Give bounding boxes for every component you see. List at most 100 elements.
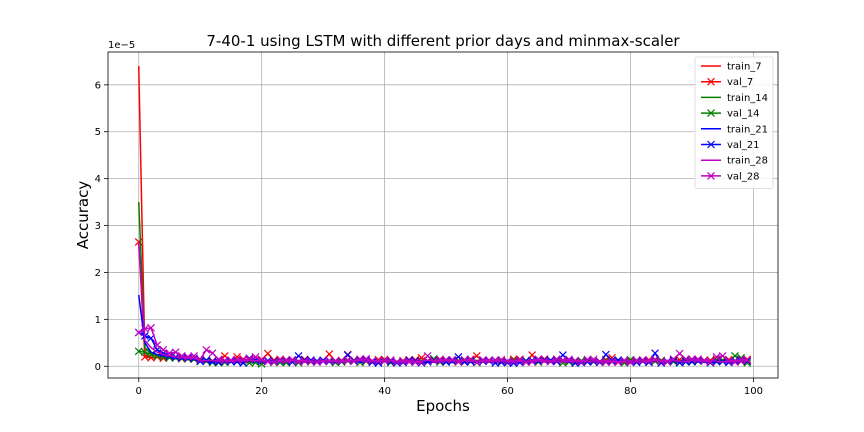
data-point-val_7 [263,349,272,358]
data-point-val_28 [718,352,727,360]
data-point-val_28 [263,357,272,366]
data-point-val_28 [300,357,309,366]
y-tick-label: 4 [95,174,101,185]
y-tick-label: 5 [95,127,101,138]
data-point-val_21 [565,356,573,365]
series-line-val_28 [138,327,748,364]
legend-swatch-marker [707,140,715,149]
legend-swatch-marker [707,77,715,86]
data-point-val_28 [724,356,733,365]
data-point-val_28 [466,355,475,364]
x-tick-label: 0 [136,386,142,397]
data-point-val_28 [233,355,242,364]
data-point-val_28 [694,355,703,364]
data-point-val_28 [448,355,457,364]
legend-label: val_7 [727,77,753,88]
data-point-val_28 [177,352,186,360]
data-point-val_28 [294,357,303,366]
y-tick-label: 1 [95,315,101,326]
data-point-val_21 [638,357,647,366]
data-point-val_7 [325,350,334,359]
data-point-val_28 [276,356,285,365]
data-point-val_21 [601,350,610,359]
data-point-val_28 [171,348,180,357]
data-point-val_28 [220,356,229,365]
data-point-val_28 [214,355,223,364]
legend-box [694,56,774,190]
y-offset-text: 1e−5 [108,40,135,51]
data-point-val_28 [601,358,610,367]
legend-label: train_14 [727,93,768,104]
data-point-val_21 [651,349,659,358]
data-point-val_28 [552,355,561,364]
data-point-val_28 [134,328,143,337]
data-point-val_28 [644,356,653,365]
data-point-val_28 [405,357,414,366]
legend-item-val_14: val_14 [701,109,760,120]
data-point-val_28 [153,341,162,350]
data-point-val_28 [522,358,530,367]
data-point-val_28 [282,355,291,364]
data-point-val_28 [712,352,721,361]
y-tick-label: 3 [95,221,101,232]
data-point-val_28 [325,356,334,365]
legend-label: train_28 [727,156,768,167]
legend-label: val_21 [727,140,760,151]
x-axis-title: Epochs [416,397,470,415]
data-point-val_28 [436,355,444,364]
legend-swatch-marker [707,109,715,118]
data-point-val_28 [319,357,328,366]
data-point-val_28 [706,358,715,367]
legend-item-val_21: val_21 [701,140,760,151]
y-axis-title: Accuracy [74,181,92,250]
data-point-val_28 [362,354,371,363]
data-point-val_28 [190,352,198,360]
legend-swatch-marker [707,171,715,180]
data-point-val_28 [343,355,352,364]
data-point-val_28 [577,357,586,366]
data-point-val_28 [681,355,690,364]
y-tick-label: 2 [95,268,101,279]
data-point-val_28 [632,356,641,365]
data-point-val_14 [134,347,143,356]
data-point-val_28 [472,358,481,367]
series-train_28 [137,243,748,363]
data-point-val_28 [731,358,739,366]
data-point-val_28 [288,355,297,364]
data-point-val_28 [565,355,573,364]
legend-label: val_14 [727,109,760,120]
plot-frame [107,51,779,379]
data-point-val_28 [485,356,494,365]
data-point-val_28 [743,356,752,365]
data-point-val_28 [356,355,364,364]
chart-title: 7-40-1 using LSTM with different prior d… [206,32,680,50]
series-line-train_28 [137,243,748,363]
data-point-val_28 [208,349,217,358]
y-tick-label: 0 [95,362,101,373]
data-point-val_28 [417,358,426,367]
y-tick-label: 6 [95,80,101,91]
data-point-val_28 [503,357,512,366]
data-point-val_28 [608,357,616,366]
data-point-val_28 [411,358,420,367]
grid [108,52,778,378]
data-point-val_21 [362,356,371,365]
data-point-val_28 [380,356,389,365]
x-tick-label: 40 [378,386,391,397]
data-point-val_28 [528,357,537,366]
data-point-val_28 [423,352,432,360]
data-point-val_28 [688,355,696,363]
data-point-val_14 [147,350,155,359]
legend-item-val_7: val_7 [701,77,753,88]
series-layer [134,66,752,368]
data-point-val_28 [509,357,518,366]
data-point-val_28 [546,357,555,366]
data-point-val_28 [349,357,358,366]
data-point-val_28 [392,358,401,366]
data-point-val_28 [614,358,623,367]
data-point-val_28 [140,324,149,333]
data-point-val_28 [534,355,543,364]
legend-label: val_28 [727,171,760,182]
data-point-val_28 [331,356,340,365]
legend-item-train_21: train_21 [701,124,768,135]
